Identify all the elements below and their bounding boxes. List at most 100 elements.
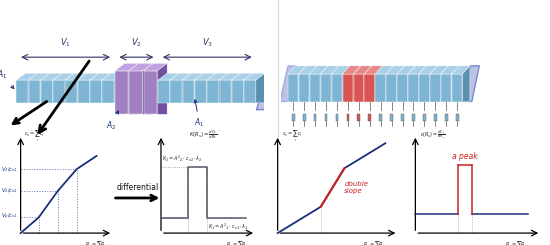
Text: $K(R_s)=\frac{dC_s}{dR_s}$: $K(R_s)=\frac{dC_s}{dR_s}$	[189, 128, 217, 141]
Polygon shape	[78, 80, 90, 103]
Polygon shape	[207, 80, 219, 103]
Polygon shape	[65, 80, 78, 103]
Text: $V_2/c_{v2}$: $V_2/c_{v2}$	[1, 187, 18, 196]
Polygon shape	[303, 114, 305, 121]
Polygon shape	[386, 66, 393, 101]
Polygon shape	[232, 73, 252, 80]
Polygon shape	[408, 74, 419, 101]
Polygon shape	[158, 80, 170, 103]
Text: $A_1$: $A_1$	[194, 100, 205, 129]
Polygon shape	[288, 74, 299, 101]
Polygon shape	[441, 74, 452, 101]
Polygon shape	[376, 66, 393, 74]
Text: double
slope: double slope	[344, 181, 369, 194]
Polygon shape	[419, 66, 437, 74]
Polygon shape	[102, 80, 114, 103]
Polygon shape	[207, 73, 216, 103]
Text: $R_s=\sum_{i}^{}R_i$: $R_s=\sum_{i}^{}R_i$	[85, 239, 108, 245]
Polygon shape	[114, 73, 123, 103]
Polygon shape	[129, 71, 143, 114]
Polygon shape	[365, 74, 375, 101]
Polygon shape	[401, 114, 404, 121]
Polygon shape	[324, 114, 327, 121]
Text: $A_1$: $A_1$	[0, 69, 14, 89]
Polygon shape	[376, 74, 386, 101]
Polygon shape	[390, 114, 393, 121]
Polygon shape	[314, 114, 316, 121]
Polygon shape	[310, 66, 328, 74]
Text: differential: differential	[117, 183, 158, 192]
Polygon shape	[102, 73, 111, 103]
Polygon shape	[430, 74, 441, 101]
Text: $V_p/c_{v1}$: $V_p/c_{v1}$	[1, 212, 18, 222]
Polygon shape	[346, 114, 349, 121]
Polygon shape	[445, 114, 448, 121]
Polygon shape	[256, 73, 265, 103]
Polygon shape	[441, 66, 448, 101]
Text: $c_s=\sum_{i}^{}c_i$: $c_s=\sum_{i}^{}c_i$	[24, 129, 45, 145]
Polygon shape	[336, 114, 338, 121]
Polygon shape	[430, 66, 448, 74]
Polygon shape	[53, 80, 65, 103]
Polygon shape	[386, 66, 404, 74]
Polygon shape	[78, 73, 98, 80]
Polygon shape	[452, 66, 470, 74]
Polygon shape	[53, 73, 74, 80]
Text: $V_3$: $V_3$	[202, 37, 213, 49]
Polygon shape	[332, 74, 342, 101]
Polygon shape	[299, 74, 310, 101]
Polygon shape	[310, 66, 317, 101]
Text: $K_1=A^2{}_1\cdot c_{v1}\cdot\lambda_1$: $K_1=A^2{}_1\cdot c_{v1}\cdot\lambda_1$	[208, 222, 249, 232]
Polygon shape	[144, 63, 167, 71]
Polygon shape	[331, 66, 339, 101]
Polygon shape	[310, 74, 320, 101]
Polygon shape	[90, 73, 98, 103]
Polygon shape	[397, 74, 408, 101]
Polygon shape	[128, 63, 138, 114]
Polygon shape	[419, 66, 426, 101]
Polygon shape	[280, 66, 295, 101]
Polygon shape	[232, 80, 244, 103]
Polygon shape	[299, 66, 306, 101]
Polygon shape	[219, 73, 240, 80]
Polygon shape	[430, 66, 437, 101]
Polygon shape	[143, 63, 153, 114]
Polygon shape	[397, 66, 404, 101]
Polygon shape	[29, 80, 41, 103]
Polygon shape	[332, 66, 350, 74]
Text: $V_3/c_{v1}$: $V_3/c_{v1}$	[1, 165, 18, 173]
Polygon shape	[219, 73, 228, 103]
Polygon shape	[90, 73, 111, 80]
Polygon shape	[292, 114, 295, 121]
Polygon shape	[78, 73, 86, 103]
Polygon shape	[170, 73, 191, 80]
Polygon shape	[183, 73, 204, 80]
Polygon shape	[182, 73, 191, 103]
Polygon shape	[256, 80, 276, 110]
Polygon shape	[207, 73, 228, 80]
Polygon shape	[375, 66, 382, 101]
Polygon shape	[386, 74, 397, 101]
Polygon shape	[408, 66, 426, 74]
Polygon shape	[102, 73, 123, 80]
Polygon shape	[452, 74, 463, 101]
Polygon shape	[16, 73, 37, 80]
Polygon shape	[219, 80, 232, 103]
Polygon shape	[195, 80, 207, 103]
Polygon shape	[463, 66, 470, 101]
Polygon shape	[232, 73, 240, 103]
Polygon shape	[195, 73, 216, 80]
Polygon shape	[408, 66, 415, 101]
Polygon shape	[129, 63, 153, 71]
Polygon shape	[321, 74, 331, 101]
Polygon shape	[423, 114, 426, 121]
Polygon shape	[364, 66, 372, 101]
Polygon shape	[343, 66, 361, 74]
Polygon shape	[65, 73, 86, 80]
Polygon shape	[354, 74, 364, 101]
Text: $A_2$: $A_2$	[106, 111, 118, 132]
Polygon shape	[299, 66, 317, 74]
Polygon shape	[244, 73, 265, 80]
Polygon shape	[157, 63, 167, 114]
Polygon shape	[115, 63, 138, 71]
